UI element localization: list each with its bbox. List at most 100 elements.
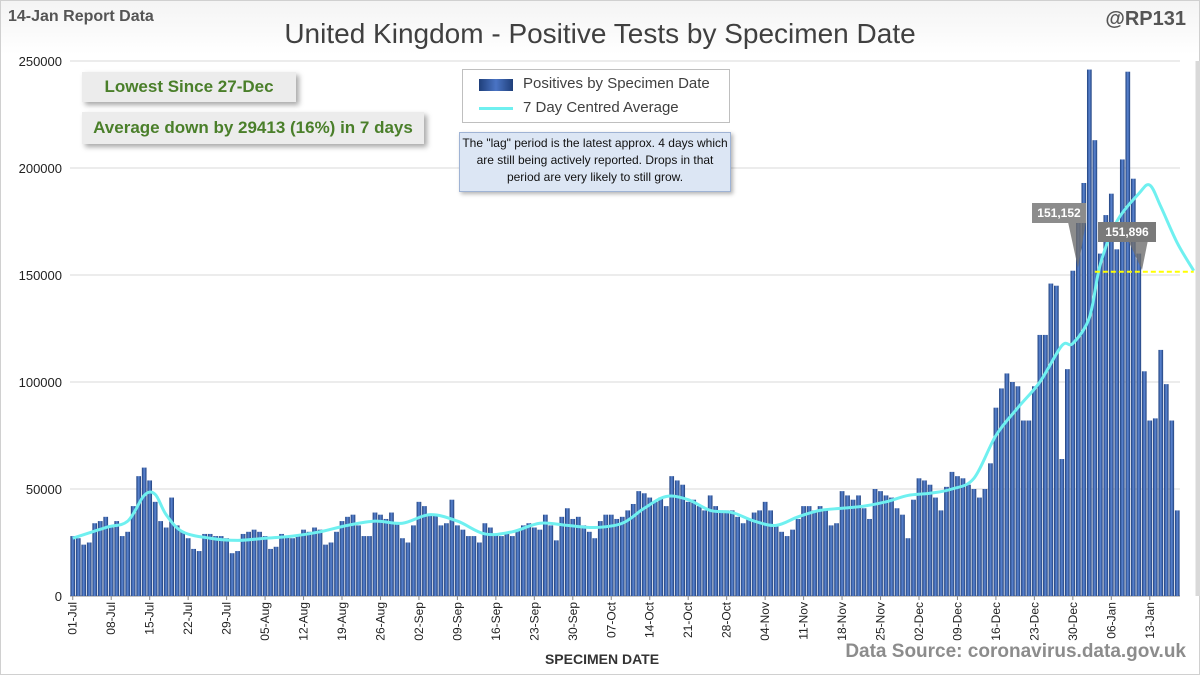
y-tick-label: 150000 xyxy=(19,268,62,283)
bar xyxy=(559,516,565,596)
bar xyxy=(641,493,647,596)
y-tick-label: 250000 xyxy=(19,54,62,69)
bar xyxy=(916,478,922,596)
bar xyxy=(455,525,460,596)
bar xyxy=(993,407,999,596)
bar-swatch-icon xyxy=(479,79,513,91)
bar xyxy=(449,499,455,596)
x-tick-labels: 01-Jul 08-Jul 15-Jul 22-Jul 29-Jul 05-Aug 12-A… xyxy=(66,596,1157,641)
bar xyxy=(367,536,372,596)
bar xyxy=(542,514,548,596)
x-axis-label: SPECIMEN DATE xyxy=(545,651,659,667)
line-swatch-icon xyxy=(479,107,513,110)
lag-explanation-note: The "lag" period is the latest approx. 4… xyxy=(459,132,731,192)
x-tick-label: 25-Nov xyxy=(874,602,888,641)
bar xyxy=(1103,215,1109,596)
bar xyxy=(130,506,136,596)
bar xyxy=(1130,178,1136,596)
bar xyxy=(977,497,982,596)
bar xyxy=(317,529,323,596)
x-tick-label: 28-Oct xyxy=(720,601,734,638)
bar xyxy=(938,510,944,596)
bar xyxy=(81,544,87,596)
bar xyxy=(466,536,471,596)
bar xyxy=(114,521,120,596)
bar xyxy=(520,525,526,596)
x-tick-label: 15-Jul xyxy=(143,602,157,635)
bar xyxy=(356,525,361,596)
bar xyxy=(191,548,196,596)
x-tick-label: 19-Aug xyxy=(335,602,349,641)
bar xyxy=(136,476,142,596)
bar xyxy=(1152,418,1158,596)
bar xyxy=(169,497,175,596)
bar xyxy=(564,508,570,596)
bar xyxy=(158,521,164,596)
bar xyxy=(334,531,339,596)
bar xyxy=(152,501,158,596)
bar xyxy=(922,480,927,596)
x-tick-label: 06-Jan xyxy=(1104,602,1118,639)
bar xyxy=(1043,334,1048,596)
bar xyxy=(163,527,169,596)
bar xyxy=(630,503,636,596)
annotation-pointer xyxy=(1128,240,1148,270)
bar xyxy=(658,497,664,596)
bar xyxy=(586,531,592,596)
bar xyxy=(460,529,466,596)
bar xyxy=(691,499,697,596)
bar xyxy=(229,553,235,596)
bar xyxy=(575,516,581,596)
bar xyxy=(674,480,680,596)
bar xyxy=(762,501,768,596)
bar xyxy=(328,542,334,596)
bar xyxy=(1114,249,1120,596)
bar xyxy=(757,510,762,596)
x-tick-label: 01-Jul xyxy=(66,602,80,635)
bar xyxy=(147,480,153,596)
legend-line-label: 7 Day Centred Average xyxy=(523,99,679,116)
bar xyxy=(933,497,938,596)
bar xyxy=(707,495,713,596)
bar xyxy=(812,510,817,596)
bar xyxy=(510,536,515,596)
bar xyxy=(548,525,554,596)
bar xyxy=(125,531,131,596)
bar xyxy=(108,527,114,596)
x-tick-label: 09-Dec xyxy=(950,602,964,641)
x-tick-label: 05-Aug xyxy=(258,602,272,641)
bar xyxy=(834,523,839,596)
bar xyxy=(1015,386,1021,596)
y-tick-label: 0 xyxy=(55,589,62,604)
bar xyxy=(955,476,960,596)
x-tick-label: 29-Jul xyxy=(220,602,234,635)
bar xyxy=(1169,420,1175,596)
bar xyxy=(872,489,878,596)
bar xyxy=(312,527,317,596)
bar xyxy=(982,489,988,596)
annotation-box xyxy=(1098,222,1156,242)
bar xyxy=(1032,386,1037,596)
bar xyxy=(257,531,262,596)
bar xyxy=(488,527,493,596)
bar xyxy=(570,518,576,596)
bar xyxy=(1174,510,1180,596)
bar xyxy=(823,510,828,596)
bar xyxy=(350,514,356,596)
bar xyxy=(1086,69,1092,596)
bar xyxy=(696,506,702,596)
x-tick-label: 23-Sep xyxy=(527,602,541,641)
bar xyxy=(1125,71,1131,596)
bar xyxy=(861,508,867,596)
data-source: Data Source: coronavirus.data.gov.uk xyxy=(845,641,1186,662)
bar xyxy=(735,516,740,596)
bar xyxy=(597,521,603,596)
average-change-callout: Average down by 29413 (16%) in 7 days xyxy=(82,112,424,144)
x-tick-label: 07-Oct xyxy=(604,601,618,638)
value-annotations: 151,152 151,896 xyxy=(1032,203,1194,273)
bar xyxy=(883,495,889,596)
bar xyxy=(246,531,251,596)
y-tick-label: 100000 xyxy=(19,375,62,390)
bar xyxy=(1065,369,1070,596)
